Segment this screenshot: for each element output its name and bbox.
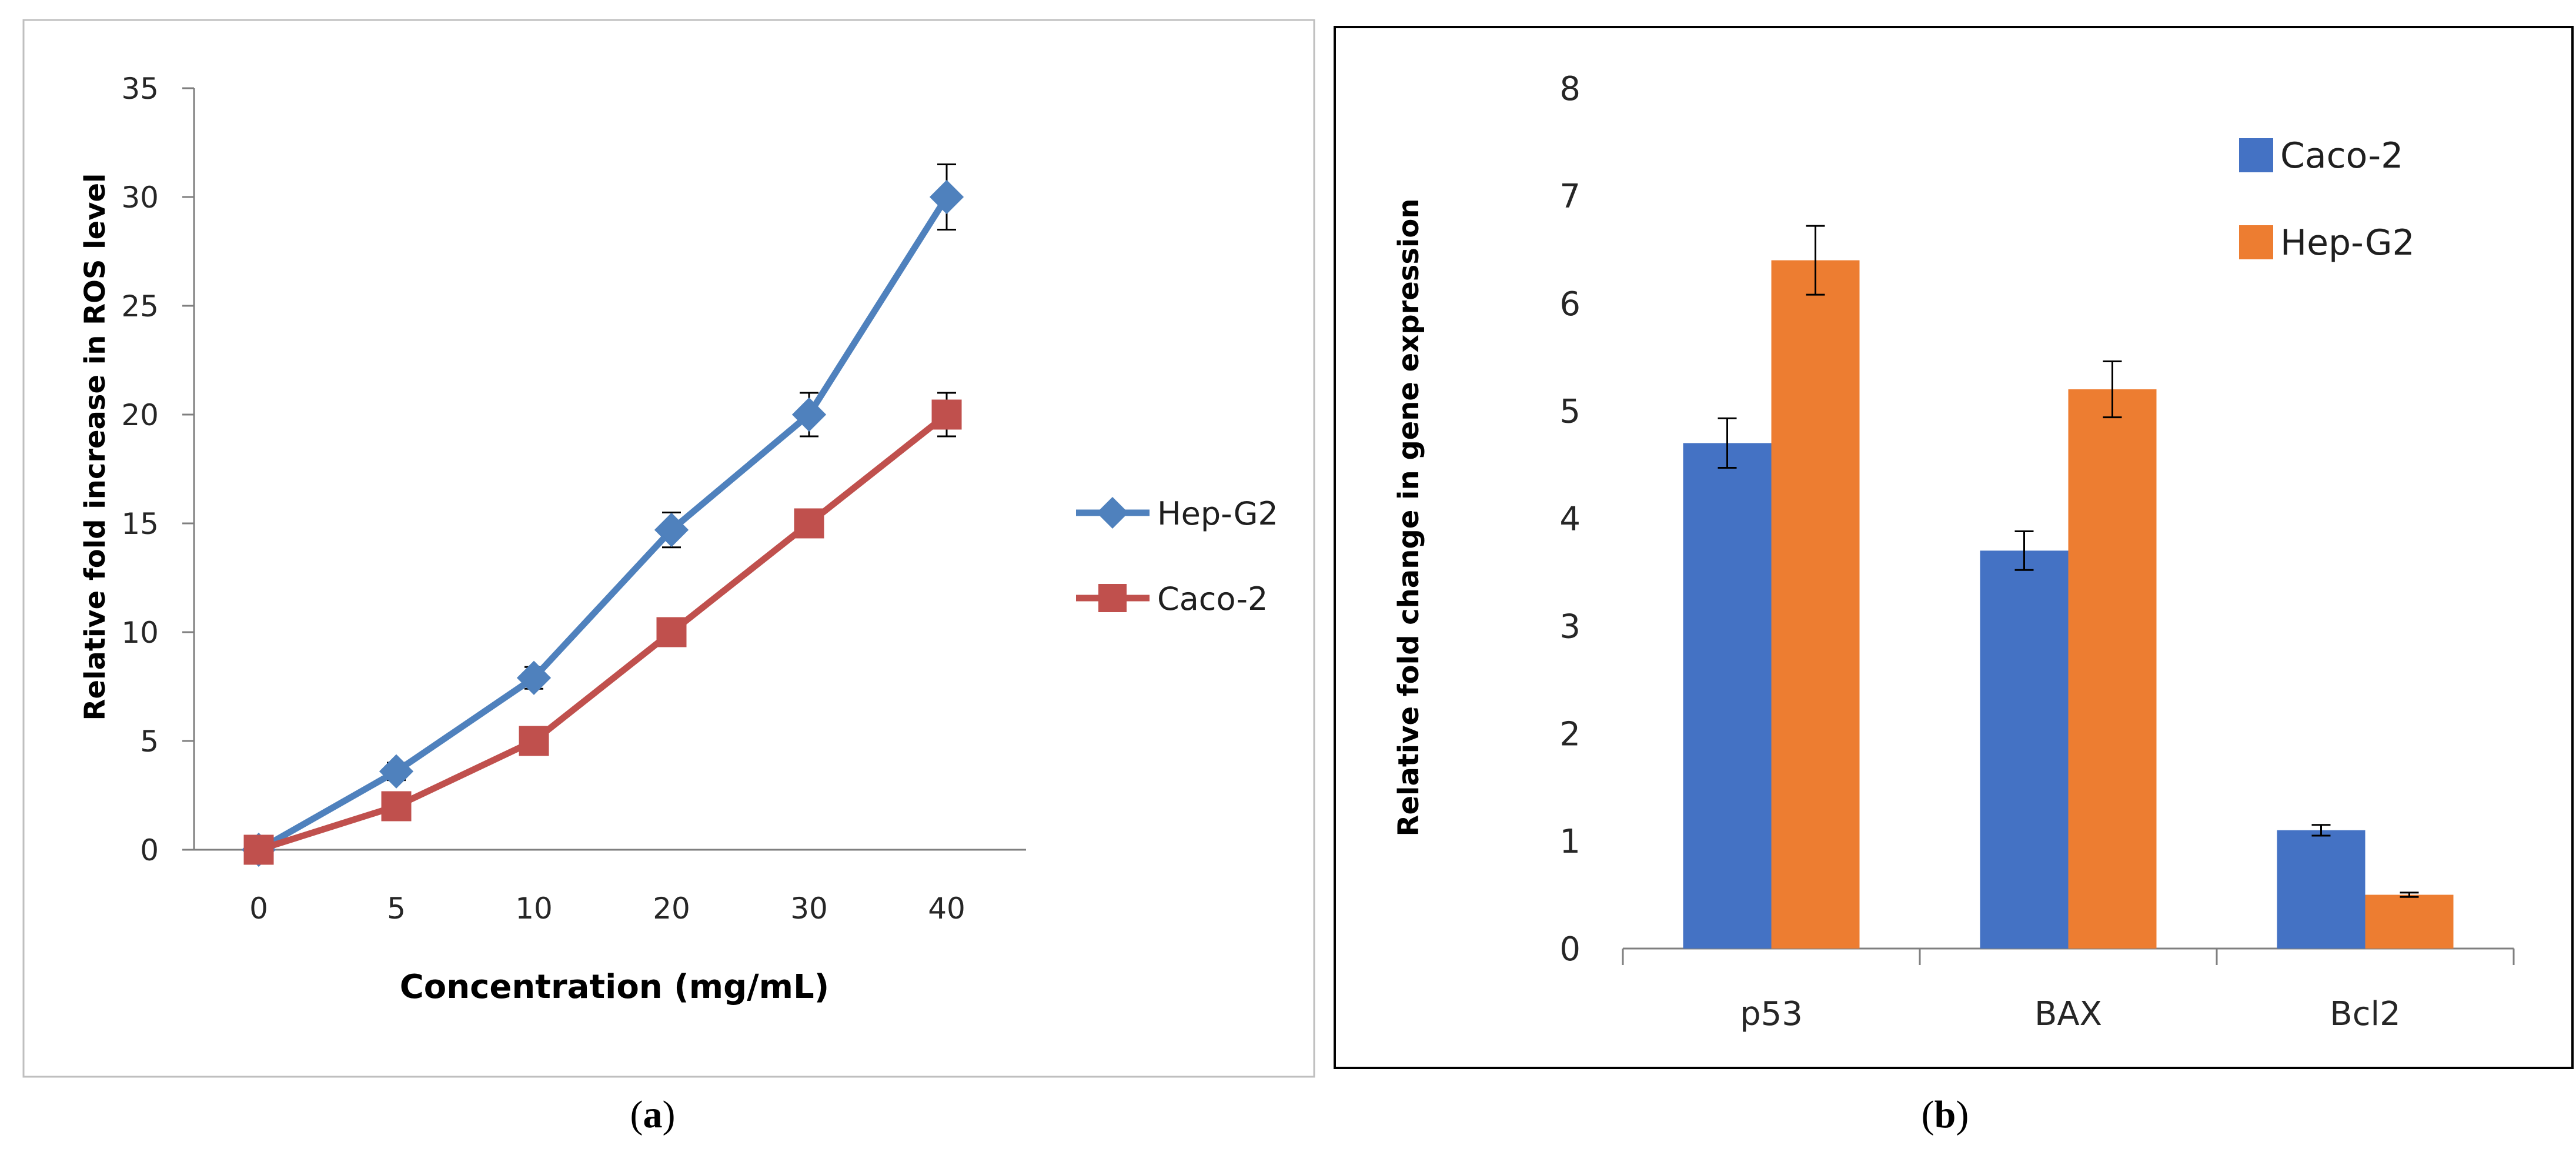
- panel-a-y-tick-label: 25: [121, 289, 159, 323]
- panel-b-y-tick-label: 3: [1559, 607, 1581, 646]
- panel-a-caption-letter: a: [643, 1093, 663, 1136]
- panel-a: 0 5 10 15 20 25 30 35 0 5 10 20 30 40 Relative fold i…: [22, 19, 1315, 1078]
- panel-a-caption-open: (: [630, 1093, 643, 1136]
- panel-b-bar-caco-2: [1683, 443, 1772, 949]
- panel-a-x-tick-label: 5: [387, 891, 406, 926]
- panel-b-legend-label-hep-g2: Hep-G2: [2280, 222, 2415, 263]
- panel-a-legend-label-caco-2: Caco-2: [1157, 580, 1268, 617]
- panel-b-bar-hep-g2: [2365, 894, 2454, 949]
- panel-b: 0 1 2 3 4 5 6 7 8 p53 BAX Bcl2 Relative fold change…: [1334, 26, 2574, 1069]
- panel-a-legend-label-hep-g2: Hep-G2: [1157, 495, 1278, 532]
- panel-b-bar-caco-2: [1980, 550, 2069, 949]
- panel-b-x-tick-label: BAX: [2034, 995, 2102, 1033]
- panel-a-y-tick-label: 35: [121, 72, 159, 106]
- panel-b-caption: (b): [1922, 1093, 1969, 1136]
- panel-a-series-line-caco-2: [258, 412, 949, 853]
- panel-a-point-hep-g2: [654, 512, 689, 547]
- panel-a-point-caco-2: [381, 791, 412, 822]
- panel-a-legend-marker-hep-g2: [1097, 497, 1128, 529]
- panel-a-x-tick-label: 40: [928, 891, 965, 926]
- panel-a-y-tick-label: 20: [121, 398, 159, 432]
- panel-a-y-axis-title: Relative fold increase in ROS level: [79, 173, 112, 721]
- panel-b-y-tick-label: 0: [1559, 930, 1581, 969]
- panel-a-frame: [22, 19, 1315, 1078]
- panel-b-frame: [1334, 26, 2574, 1069]
- panel-a-point-hep-g2: [791, 397, 827, 432]
- panel-a-point-hep-g2: [929, 179, 964, 215]
- panel-a-point-caco-2: [519, 726, 549, 756]
- panel-a-legend-marker-caco-2: [1098, 584, 1127, 612]
- panel-b-y-tick-label: 7: [1559, 178, 1581, 216]
- panel-a-point-hep-g2: [516, 660, 552, 695]
- panel-b-y-axis-title: Relative fold change in gene expression: [1392, 198, 1425, 836]
- panel-a-caption: (a): [630, 1093, 676, 1136]
- panel-a-point-hep-g2: [379, 754, 414, 789]
- panel-b-y-tick-label: 1: [1559, 823, 1581, 861]
- panel-a-y-tick-label: 10: [121, 616, 159, 650]
- panel-a-x-tick-label: 30: [790, 891, 828, 926]
- panel-a-legend: Hep-G2 Caco-2: [1076, 495, 1278, 617]
- panel-b-y-tick-label: 8: [1559, 70, 1581, 108]
- panel-a-caption-close: ): [663, 1093, 676, 1136]
- panel-b-caption-close: ): [1956, 1093, 1969, 1136]
- panel-b-bar-hep-g2: [1771, 260, 1860, 949]
- panel-b-legend-swatch-caco-2: [2239, 138, 2273, 172]
- panel-a-y-tick-label: 15: [121, 507, 159, 541]
- panel-b-x-tick-label: p53: [1740, 995, 1803, 1033]
- panel-a-x-tick-label: 10: [515, 891, 553, 926]
- panel-a-point-caco-2: [656, 617, 687, 647]
- panel-b-y-tick-label: 5: [1559, 393, 1581, 431]
- panel-a-series-line-hep-g2: [257, 195, 950, 853]
- panel-b-bar-hep-g2: [2068, 389, 2157, 949]
- panel-b-caption-letter: b: [1934, 1093, 1956, 1136]
- panel-a-point-caco-2: [931, 399, 962, 430]
- panel-b-y-tick-label: 6: [1559, 285, 1581, 323]
- panel-a-y-tick-label: 5: [140, 724, 159, 759]
- panel-a-x-tick-label: 0: [249, 891, 268, 926]
- panel-b-legend: Caco-2 Hep-G2: [2239, 135, 2415, 263]
- panel-b-y-tick-label: 4: [1559, 500, 1581, 539]
- panel-b-legend-label-caco-2: Caco-2: [2280, 135, 2403, 176]
- panel-a-y-tick-label: 30: [121, 181, 159, 215]
- panel-b-caption-open: (: [1922, 1093, 1934, 1136]
- panel-b-y-tick-label: 2: [1559, 715, 1581, 753]
- panel-a-point-caco-2: [243, 834, 274, 865]
- panel-a-y-tick-label: 0: [140, 833, 159, 867]
- panel-a-x-axis-title: Concentration (mg/mL): [400, 968, 830, 1006]
- panel-b-legend-swatch-hep-g2: [2239, 225, 2273, 259]
- panel-b-bar-caco-2: [2277, 830, 2365, 949]
- panel-a-point-caco-2: [794, 508, 824, 539]
- panel-b-x-tick-label: Bcl2: [2330, 995, 2400, 1033]
- panel-a-x-tick-label: 20: [653, 891, 690, 926]
